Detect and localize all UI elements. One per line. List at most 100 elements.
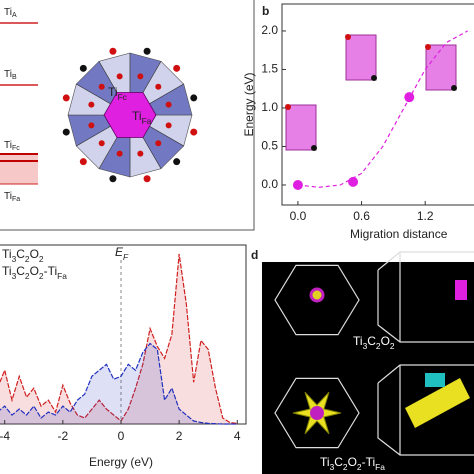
atom (155, 140, 162, 147)
caption-part: 2 (376, 341, 381, 351)
fermi-surface (455, 280, 467, 300)
site-label-part: Fc (118, 92, 127, 102)
level-label: TiB (4, 69, 17, 82)
atom (190, 128, 198, 136)
caption-part: C (334, 455, 343, 469)
legend-label-part: Ti (2, 264, 12, 278)
atom (173, 158, 181, 166)
y-tick-label: 1.5 (261, 62, 278, 76)
legend-label-part: Ti (2, 247, 12, 261)
legend-label-part: 2 (25, 254, 30, 264)
y-tick-label: 1.0 (261, 100, 278, 114)
fit-curve (297, 30, 468, 188)
x-tick-label: -2 (58, 429, 69, 443)
atom (137, 150, 144, 157)
level-label-part: B (12, 74, 17, 81)
x-tick-label: 0 (118, 429, 125, 443)
brillouin-zone (274, 264, 360, 336)
level-band (0, 154, 38, 184)
caption-part: 3 (330, 462, 335, 472)
atom (425, 44, 431, 50)
atom (165, 101, 172, 108)
atom (155, 83, 162, 90)
level-label-part: Fa (12, 196, 20, 203)
fermi-pocket (309, 287, 325, 303)
level-label: TiA (4, 7, 17, 20)
y-tick-label: 2.0 (261, 23, 278, 37)
dos-area (0, 253, 238, 424)
legend-label-part: 3 (12, 254, 17, 264)
caption-part: O (381, 334, 390, 348)
caption-part: Ti (320, 455, 330, 469)
caption-part: 3 (363, 341, 368, 351)
legend-label-part: Fa (57, 271, 67, 281)
atom (98, 140, 105, 147)
prism (377, 364, 474, 456)
x-tick-label: 0.0 (290, 209, 307, 223)
octahedron-image (425, 44, 457, 91)
atom (143, 47, 151, 55)
panel-a-frame (0, 0, 255, 231)
atom (88, 122, 95, 129)
legend-label-part: O (30, 264, 39, 278)
caption-part: -Ti (362, 455, 376, 469)
caption-part: Ti (353, 334, 363, 348)
atom (88, 101, 95, 108)
atom (109, 47, 117, 55)
y-axis-label: Energy (eV) (242, 72, 256, 136)
caption: Ti3C2O2-TiFa (320, 455, 385, 472)
legend-label-part: C (16, 264, 25, 278)
dos-line (0, 342, 238, 425)
octahedron-image (285, 104, 317, 151)
panel-d-background (262, 262, 474, 474)
panel-label-bg (249, 248, 262, 264)
level-label-part: A (12, 12, 17, 19)
site-label: TiFc (108, 85, 127, 102)
site-label: TiFa (132, 109, 152, 126)
x-tick-label: 2 (176, 429, 183, 443)
caption-part: 2 (343, 462, 348, 472)
panel-label: b (262, 4, 269, 18)
prism (377, 251, 474, 343)
central-octahedron (103, 92, 157, 138)
atom (109, 175, 117, 183)
fermi-label-part: E (115, 245, 124, 259)
dos-line (0, 253, 238, 424)
panel-label: d (251, 248, 258, 262)
legend-label-part: -Ti (44, 264, 58, 278)
x-axis-label: Energy (eV) (89, 455, 153, 469)
level-label-part: Ti (4, 7, 12, 18)
atom (311, 145, 317, 151)
fermi-label-part: F (123, 252, 129, 262)
fermi-label: EF (115, 245, 129, 262)
level-label: TiFa (4, 191, 20, 204)
atom (98, 83, 105, 90)
x-axis-label: Migration distance (350, 227, 448, 241)
fermi-surface (405, 378, 470, 428)
site-label-part: Fa (142, 116, 152, 126)
fermi-surface (425, 373, 445, 387)
site-label-part: Ti (108, 85, 118, 99)
caption-part: 2 (390, 341, 395, 351)
legend-label-part: O (30, 247, 39, 261)
y-tick-label: 0.0 (261, 177, 278, 191)
legend-label-part: C (16, 247, 25, 261)
caption-part: Fa (375, 462, 385, 472)
legend-label: Ti3C2O2-TiFa (2, 264, 67, 281)
data-point (404, 92, 415, 103)
x-tick-label: 0.6 (353, 209, 370, 223)
data-point (348, 176, 359, 187)
caption-part: C (367, 334, 376, 348)
atom (285, 104, 291, 110)
y-tick-label: 0.5 (261, 139, 278, 153)
legend-label-part: 2 (25, 271, 30, 281)
level-label-part: Ti (4, 191, 12, 202)
octahedron-image (345, 34, 377, 81)
caption-part: 2 (357, 462, 362, 472)
legend-label-part: 2 (39, 254, 44, 264)
caption: Ti3C2O2 (353, 334, 395, 351)
x-tick-label: 1.2 (417, 209, 434, 223)
atom (137, 73, 144, 80)
